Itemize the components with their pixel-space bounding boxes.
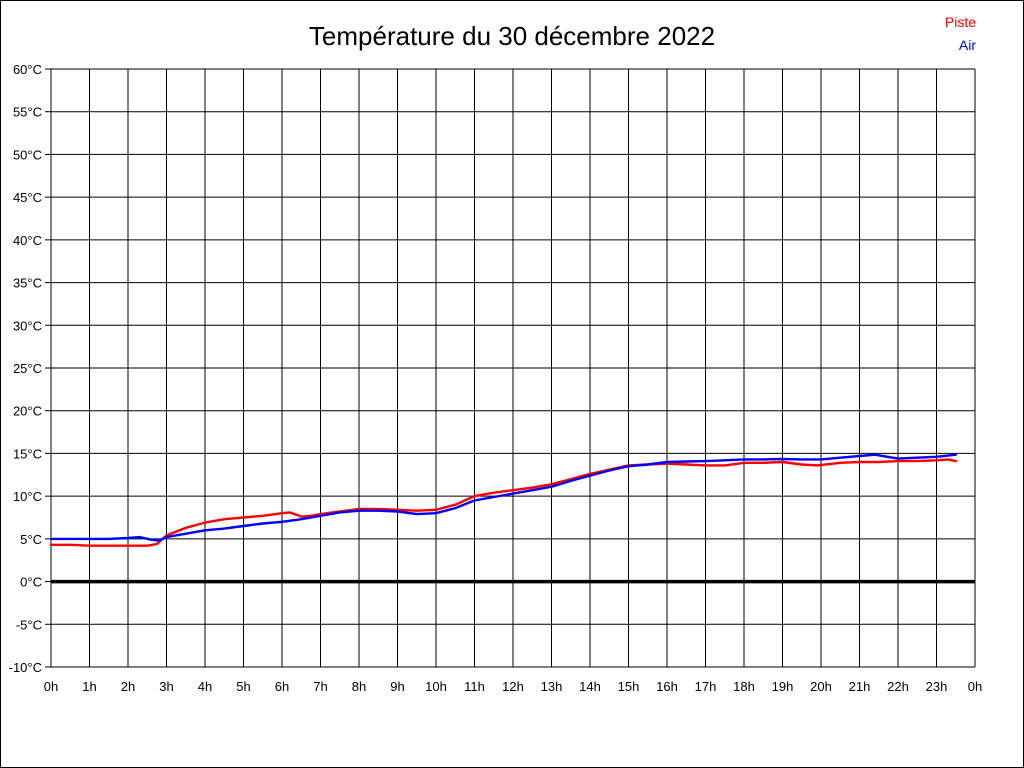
legend-item-piste: Piste: [944, 14, 976, 30]
x-tick-label: 8h: [352, 679, 366, 694]
x-tick-label: 19h: [772, 679, 794, 694]
y-tick-label: 5°C: [20, 532, 42, 547]
x-tick-label: 21h: [849, 679, 871, 694]
x-tick-label: 9h: [390, 679, 404, 694]
x-tick-label: 20h: [810, 679, 832, 694]
x-tick-label: 18h: [733, 679, 755, 694]
y-tick-label: 25°C: [13, 361, 42, 376]
x-tick-label: 10h: [425, 679, 447, 694]
y-tick-label: 35°C: [13, 276, 42, 291]
y-tick-label: 55°C: [13, 105, 42, 120]
x-tick-label: 1h: [82, 679, 96, 694]
y-tick-label: -10°C: [9, 660, 42, 675]
legend-item-air: Air: [958, 37, 976, 53]
chart-legend: Piste Air: [945, 11, 976, 57]
series-line-air: [49, 453, 957, 542]
x-tick-label: 23h: [926, 679, 948, 694]
y-tick-label: 40°C: [13, 233, 42, 248]
y-tick-label: 20°C: [13, 404, 42, 419]
x-tick-label: 0h: [968, 679, 982, 694]
x-tick-label: 14h: [579, 679, 601, 694]
x-tick-label: 17h: [695, 679, 717, 694]
x-tick-label: 12h: [502, 679, 524, 694]
series-line-piste: [49, 458, 957, 547]
x-tick-label: 3h: [159, 679, 173, 694]
y-tick-label: 10°C: [13, 489, 42, 504]
x-tick-label: 13h: [541, 679, 563, 694]
y-tick-label: 45°C: [13, 190, 42, 205]
x-tick-label: 6h: [275, 679, 289, 694]
x-tick-label: 2h: [121, 679, 135, 694]
x-tick-label: 7h: [313, 679, 327, 694]
y-tick-label: 60°C: [13, 62, 42, 77]
x-tick-label: 4h: [198, 679, 212, 694]
y-tick-label: 30°C: [13, 318, 42, 333]
y-tick-label: 50°C: [13, 147, 42, 162]
y-tick-label: 15°C: [13, 446, 42, 461]
x-tick-label: 5h: [236, 679, 250, 694]
x-tick-label: 22h: [887, 679, 909, 694]
y-tick-label: -5°C: [16, 617, 42, 632]
x-tick-label: 11h: [464, 679, 485, 694]
y-tick-label: 0°C: [20, 575, 42, 590]
page-title: Température du 30 décembre 2022: [308, 21, 716, 51]
x-tick-label: 0h: [44, 679, 58, 694]
x-tick-label: 15h: [618, 679, 640, 694]
x-tick-label: 16h: [656, 679, 678, 694]
